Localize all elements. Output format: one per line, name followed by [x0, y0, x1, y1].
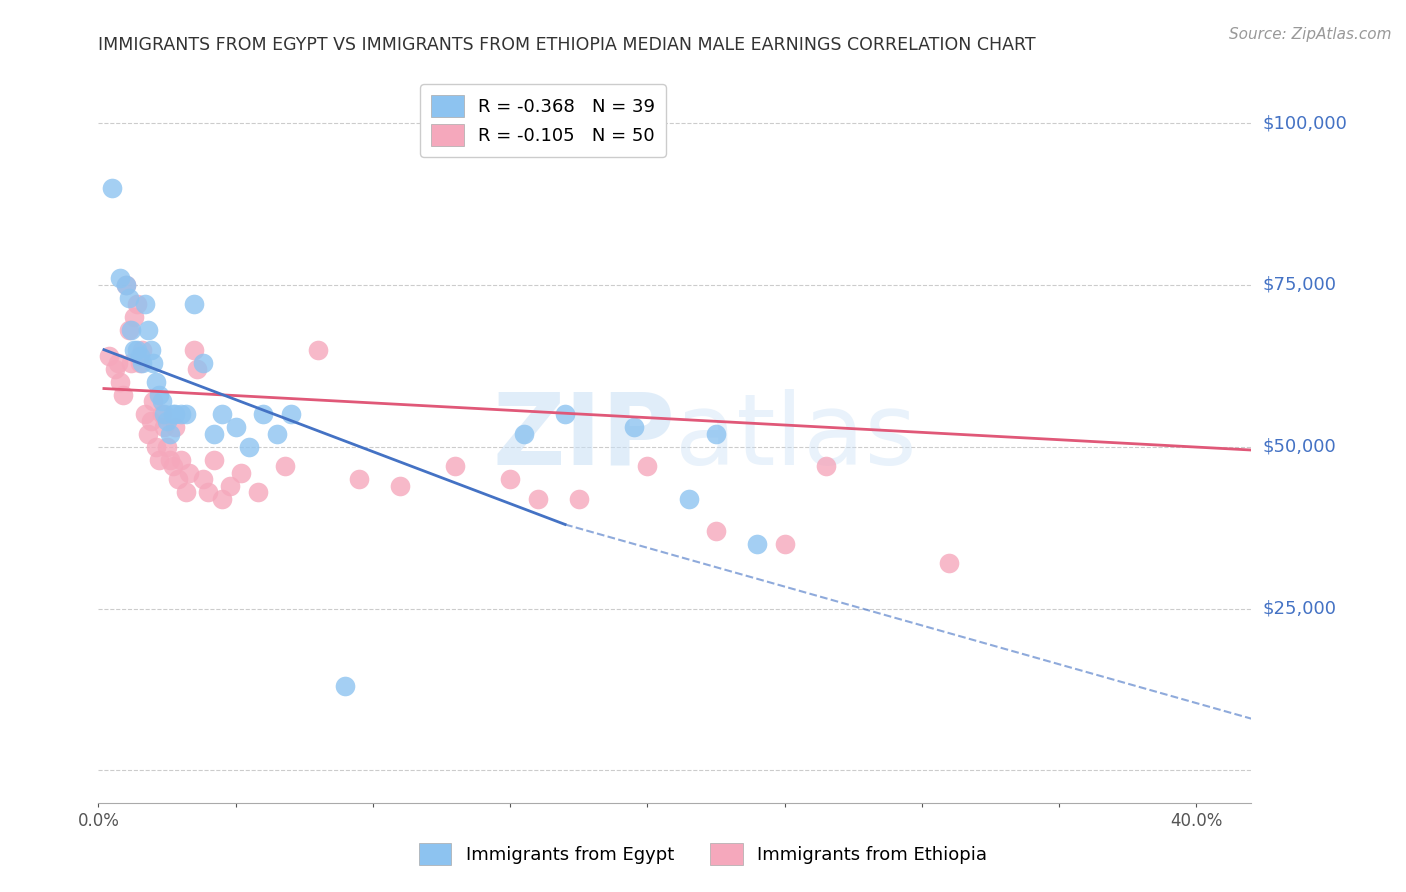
Point [246, 485, 269, 500]
Point [159, 426, 181, 441]
Point [145, 440, 167, 454]
Legend: Immigrants from Egypt, Immigrants from Ethiopia: Immigrants from Egypt, Immigrants from E… [409, 834, 997, 874]
Text: $50,000: $50,000 [1263, 438, 1336, 456]
Text: $25,000: $25,000 [1263, 599, 1337, 617]
Point [131, 356, 153, 370]
Point [174, 485, 197, 500]
Text: Source: ZipAtlas.com: Source: ZipAtlas.com [1229, 27, 1392, 42]
Point [104, 362, 127, 376]
Point [307, 343, 329, 357]
Point [202, 426, 225, 441]
Point [148, 452, 170, 467]
Point [252, 408, 274, 422]
Point [125, 297, 148, 311]
Point [165, 408, 187, 422]
Point [101, 181, 124, 195]
Text: IMMIGRANTS FROM EGYPT VS IMMIGRANTS FROM ETHIOPIA MEDIAN MALE EARNINGS CORRELATI: IMMIGRANTS FROM EGYPT VS IMMIGRANTS FROM… [98, 36, 1036, 54]
Point [134, 297, 156, 311]
Point [177, 466, 200, 480]
Point [225, 420, 247, 434]
Point [134, 408, 156, 422]
Point [142, 394, 165, 409]
Point [120, 323, 142, 337]
Point [938, 557, 960, 571]
Point [335, 679, 357, 693]
Point [211, 408, 233, 422]
Point [115, 277, 138, 292]
Point [139, 414, 162, 428]
Point [148, 388, 170, 402]
Point [122, 310, 145, 325]
Point [238, 440, 260, 454]
Point [153, 420, 176, 434]
Legend: R = -0.368   N = 39, R = -0.105   N = 50: R = -0.368 N = 39, R = -0.105 N = 50 [420, 84, 666, 157]
Point [128, 349, 150, 363]
Point [191, 472, 214, 486]
Point [136, 323, 159, 337]
Text: $100,000: $100,000 [1263, 114, 1347, 132]
Point [183, 297, 205, 311]
Point [202, 452, 225, 467]
Point [274, 459, 297, 474]
Point [174, 408, 197, 422]
Point [112, 388, 135, 402]
Point [107, 356, 129, 370]
Point [636, 459, 658, 474]
Point [120, 356, 142, 370]
Point [704, 524, 727, 538]
Point [183, 343, 205, 357]
Point [150, 408, 173, 422]
Point [170, 452, 193, 467]
Point [162, 408, 184, 422]
Point [122, 343, 145, 357]
Point [678, 491, 700, 506]
Point [526, 491, 548, 506]
Point [197, 485, 219, 500]
Point [773, 537, 796, 551]
Point [231, 466, 253, 480]
Point [623, 420, 645, 434]
Point [142, 356, 165, 370]
Point [110, 271, 132, 285]
Point [156, 414, 179, 428]
Text: ZIP: ZIP [492, 389, 675, 485]
Point [280, 408, 302, 422]
Point [444, 459, 467, 474]
Point [554, 408, 576, 422]
Point [153, 408, 176, 422]
Point [167, 472, 190, 486]
Point [159, 452, 181, 467]
Point [115, 277, 138, 292]
Point [145, 375, 167, 389]
Point [513, 426, 536, 441]
Point [165, 420, 187, 434]
Point [266, 426, 288, 441]
Point [170, 408, 193, 422]
Point [150, 394, 173, 409]
Point [131, 343, 153, 357]
Point [117, 323, 139, 337]
Point [347, 472, 370, 486]
Point [117, 291, 139, 305]
Point [568, 491, 591, 506]
Point [162, 459, 184, 474]
Point [747, 537, 769, 551]
Point [211, 491, 233, 506]
Point [186, 362, 208, 376]
Point [110, 375, 132, 389]
Point [219, 478, 242, 492]
Point [704, 426, 727, 441]
Point [128, 356, 150, 370]
Point [499, 472, 522, 486]
Point [98, 349, 121, 363]
Text: atlas: atlas [675, 389, 917, 485]
Point [191, 356, 214, 370]
Point [389, 478, 412, 492]
Point [814, 459, 837, 474]
Text: $75,000: $75,000 [1263, 276, 1337, 294]
Point [139, 343, 162, 357]
Point [125, 343, 148, 357]
Point [156, 440, 179, 454]
Point [136, 426, 159, 441]
